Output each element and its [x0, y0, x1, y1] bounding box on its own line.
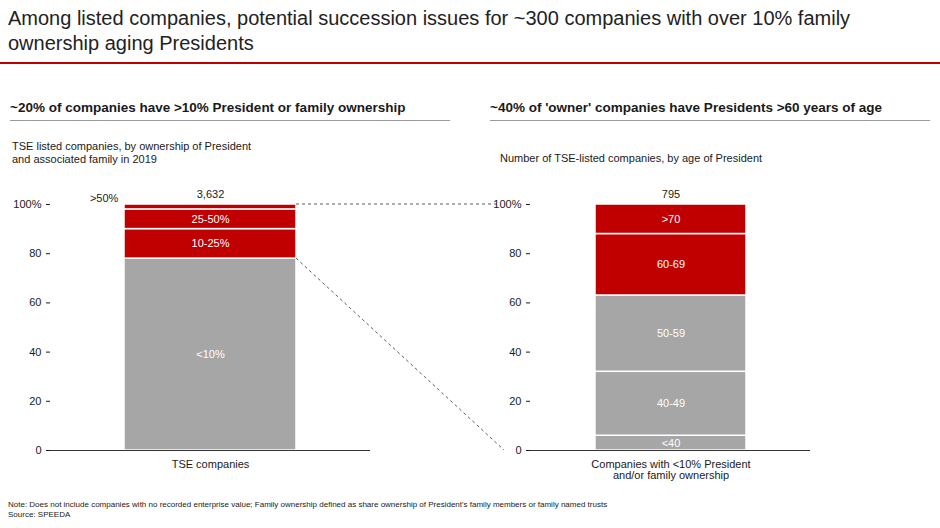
svg-text:80: 80 — [509, 247, 521, 259]
svg-text:>70: >70 — [662, 213, 681, 225]
svg-text:>50%: >50% — [90, 192, 119, 204]
svg-text:3,632: 3,632 — [197, 188, 225, 200]
svg-text:60-69: 60-69 — [657, 258, 685, 270]
svg-text:20: 20 — [29, 395, 41, 407]
html-text:Among listed companies, potent: Among listed companies, potential succes… — [8, 7, 851, 54]
html-text:TSE listed companies, by owner: TSE listed companies, by ownership of Pr… — [12, 140, 252, 165]
svg-text:25-50%: 25-50% — [192, 213, 230, 225]
svg-text:10-25%: 10-25% — [192, 237, 230, 249]
html-text:Note: Does not include compani: Note: Does not include companies with no… — [8, 500, 608, 509]
svg-text:100%: 100% — [13, 198, 41, 210]
svg-text:795: 795 — [662, 188, 680, 200]
svg-text:20: 20 — [509, 395, 521, 407]
svg-text:80: 80 — [29, 247, 41, 259]
html-text:Number of TSE-listed companies: Number of TSE-listed companies, by age o… — [500, 152, 763, 164]
svg-text:40: 40 — [509, 346, 521, 358]
svg-text:TSE companies: TSE companies — [172, 458, 250, 470]
html-text:~20% of companies have >10% Pr: ~20% of companies have >10% President or… — [10, 100, 406, 115]
svg-text:40-49: 40-49 — [657, 397, 685, 409]
svg-text:100%: 100% — [493, 198, 521, 210]
svg-text:50-59: 50-59 — [657, 327, 685, 339]
svg-text:60: 60 — [509, 296, 521, 308]
svg-text:<10%: <10% — [196, 348, 225, 360]
svg-text:0: 0 — [515, 444, 521, 456]
svg-text:0: 0 — [35, 444, 41, 456]
svg-text:60: 60 — [29, 296, 41, 308]
svg-text:<40: <40 — [662, 437, 681, 449]
html-text:Source: SPEEDA: Source: SPEEDA — [8, 510, 71, 519]
svg-text:40: 40 — [29, 346, 41, 358]
svg-text:Companies with <10% Presidenta: Companies with <10% Presidentand/or fami… — [591, 458, 750, 481]
html-text:~40% of 'owner' companies have: ~40% of 'owner' companies have President… — [490, 100, 883, 115]
